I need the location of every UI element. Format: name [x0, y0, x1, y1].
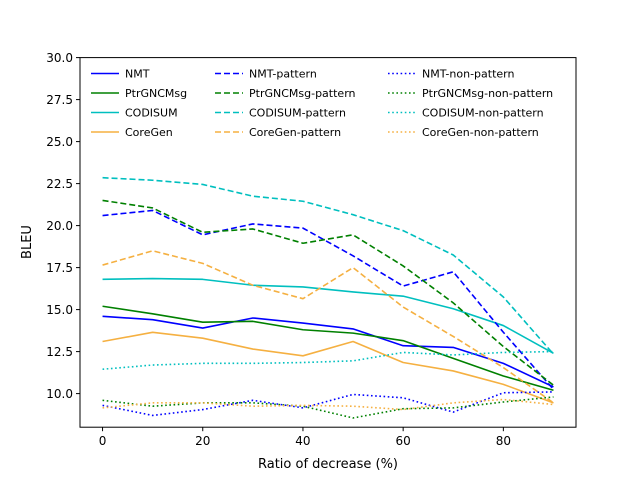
series-line-ptrgncmsg-pattern [102, 199, 554, 386]
x-tick-label: 60 [396, 434, 411, 448]
series-line-nmt-pattern [102, 209, 555, 390]
x-tick-label: 80 [496, 434, 511, 448]
series-line-coregen [102, 331, 554, 404]
legend-label: CODISUM-pattern [249, 107, 346, 120]
series-line-codisum [102, 277, 554, 354]
y-tick-label: 10.0 [46, 387, 73, 401]
x-tick-label: 0 [99, 434, 107, 448]
legend-label: PtrGNCMsg [125, 87, 187, 100]
legend: NMT PtrGNCMsg CODISUM CoreGen NMT-pattern Ptr… [91, 68, 553, 139]
y-tick-label: 25.0 [46, 135, 73, 149]
legend-label: CoreGen-pattern [249, 126, 341, 139]
plot-area [102, 176, 555, 419]
y-tick-label: 17.5 [46, 261, 73, 275]
y-tick-label: 20.0 [46, 219, 73, 233]
y-tick-label: 27.5 [46, 93, 73, 107]
legend-label: PtrGNCMsg-pattern [249, 87, 356, 100]
series-line-codisum-pattern [102, 176, 555, 355]
y-axis: 10.0 12.5 15.0 17.5 20.0 22.5 25.0 27.5 30.0 [46, 51, 80, 401]
y-tick-label: 15.0 [46, 303, 73, 317]
series-line-nmt [102, 315, 554, 388]
series-line-ptrgncmsg [102, 305, 554, 392]
legend-label: CoreGen-non-pattern [422, 126, 539, 139]
x-tick-label: 20 [195, 434, 210, 448]
y-tick-label: 30.0 [46, 51, 73, 65]
x-axis: 0 20 40 60 80 [99, 427, 511, 448]
legend-label: PtrGNCMsg-non-pattern [422, 87, 553, 100]
legend-label: NMT [125, 68, 150, 81]
series-line-coregen-pattern [102, 250, 554, 404]
legend-label: NMT-pattern [249, 68, 317, 81]
legend-label: NMT-non-pattern [422, 68, 514, 81]
legend-label: CODISUM [125, 107, 178, 120]
series-line-nmt-non-pattern [102, 391, 554, 417]
x-axis-label: Ratio of decrease (%) [258, 457, 398, 472]
series-line-ptrgncmsg-non-pattern [102, 396, 554, 419]
x-tick-label: 40 [295, 434, 310, 448]
legend-label: CODISUM-non-pattern [422, 107, 544, 120]
y-axis-label: BLEU [20, 225, 35, 259]
y-tick-label: 22.5 [46, 177, 73, 191]
y-tick-label: 12.5 [46, 345, 73, 359]
legend-label: CoreGen [125, 126, 173, 139]
axes-frame [79, 57, 577, 428]
